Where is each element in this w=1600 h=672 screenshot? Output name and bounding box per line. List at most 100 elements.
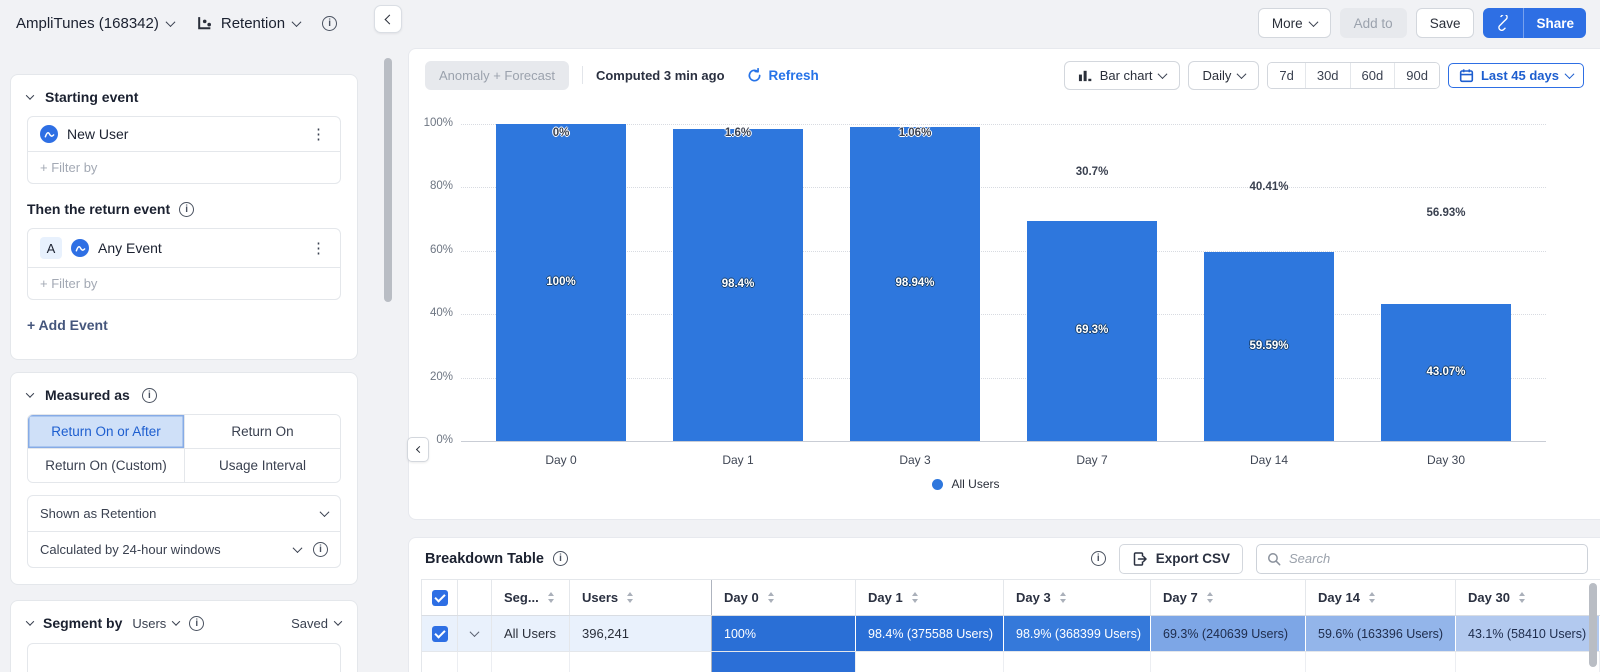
day7-cell[interactable]: 69.3% (240639 Users) <box>1151 616 1306 651</box>
retention-bar-day-14[interactable] <box>1204 252 1334 441</box>
info-icon[interactable] <box>313 542 328 557</box>
copy-link-button[interactable] <box>1483 8 1523 38</box>
share-button[interactable]: Share <box>1523 8 1586 38</box>
chevron-down-icon[interactable] <box>25 617 35 626</box>
row-checkbox[interactable] <box>431 625 448 642</box>
starting-event-filter-by[interactable]: + Filter by <box>28 151 340 183</box>
sidebar-scrollbar[interactable] <box>384 58 392 302</box>
kebab-menu-icon[interactable] <box>309 125 328 143</box>
sort-icon[interactable] <box>1059 592 1066 603</box>
top-bar: AmpliTunes (168342) Retention More Add t… <box>0 0 1600 46</box>
save-button[interactable]: Save <box>1415 8 1475 38</box>
sort-icon[interactable] <box>627 592 634 603</box>
search-input[interactable] <box>1289 551 1577 566</box>
info-icon[interactable] <box>552 551 568 566</box>
retention-bar-day-30[interactable] <box>1381 304 1511 441</box>
column-header-users[interactable]: Users <box>570 580 712 615</box>
range-30d[interactable]: 30d <box>1304 62 1350 88</box>
event-letter-badge: A <box>40 237 62 259</box>
sort-icon[interactable] <box>1206 592 1213 603</box>
return-event-filter-by[interactable]: + Filter by <box>28 267 340 299</box>
column-header-segment[interactable]: Seg... <box>492 580 570 615</box>
option-return-on-custom[interactable]: Return On (Custom) <box>28 448 184 482</box>
sort-icon[interactable] <box>547 592 554 603</box>
chart-type-selector[interactable]: Retention <box>196 15 302 32</box>
expand-row-button[interactable] <box>458 616 492 651</box>
day0-cell[interactable] <box>711 652 856 672</box>
export-csv-button[interactable]: Export CSV <box>1118 543 1243 574</box>
chevron-down-icon <box>333 617 343 626</box>
project-name: AmpliTunes (168342) <box>16 14 159 32</box>
info-icon[interactable] <box>189 615 205 631</box>
chevron-down-icon <box>1158 68 1168 79</box>
segment-scope-selector[interactable]: Users <box>132 616 181 631</box>
starting-event-section[interactable]: Starting event <box>25 89 341 105</box>
column-header-day3[interactable]: Day 3 <box>1004 580 1151 615</box>
sort-icon[interactable] <box>911 592 918 603</box>
retention-bar-day-3[interactable] <box>850 127 980 441</box>
churn-value-label: 1.6% <box>724 127 752 139</box>
retention-bar-day-1[interactable] <box>673 129 803 441</box>
collapse-chart-button[interactable] <box>407 437 429 462</box>
shown-as-selector[interactable]: Shown as Retention <box>28 496 340 531</box>
day3-cell[interactable]: 98.9% (368399 Users) <box>1004 616 1151 651</box>
day14-cell[interactable]: 59.6% (163396 Users) <box>1306 616 1456 651</box>
kebab-menu-icon[interactable] <box>309 239 328 257</box>
interval-selector[interactable]: Daily <box>1188 60 1260 90</box>
anomaly-forecast-button[interactable]: Anomaly + Forecast <box>425 60 569 90</box>
chart-style-selector[interactable]: Bar chart <box>1063 60 1181 90</box>
sort-icon[interactable] <box>1518 592 1525 603</box>
column-header-day1[interactable]: Day 1 <box>856 580 1004 615</box>
project-selector[interactable]: AmpliTunes (168342) <box>16 14 176 32</box>
retention-bar-day-7[interactable] <box>1027 221 1157 441</box>
chevron-down-icon <box>1308 16 1319 27</box>
day1-cell[interactable]: 98.4% (375588 Users) <box>856 616 1004 651</box>
day30-cell[interactable]: 43.1% (58410 Users) <box>1456 616 1600 651</box>
legend-label: All Users <box>951 477 1000 491</box>
column-header-day0[interactable]: Day 0 <box>711 580 856 615</box>
return-event-box: A Any Event + Filter by <box>27 228 341 300</box>
collapse-panel-button[interactable] <box>374 5 402 33</box>
calculated-by-selector[interactable]: Calculated by 24-hour windows <box>28 531 340 567</box>
gridline <box>461 187 1546 188</box>
add-to-button[interactable]: Add to <box>1339 8 1407 38</box>
return-event-row[interactable]: A Any Event <box>28 229 340 267</box>
info-icon[interactable] <box>179 201 195 217</box>
column-header-day30[interactable]: Day 30 <box>1456 580 1600 615</box>
option-return-on[interactable]: Return On <box>184 415 340 448</box>
more-button[interactable]: More <box>1257 8 1331 38</box>
option-return-on-or-after[interactable]: Return On or After <box>28 415 184 448</box>
event-icon <box>71 239 89 257</box>
table-row-partial[interactable] <box>421 652 1600 672</box>
table-scrollbar[interactable] <box>1589 583 1597 667</box>
refresh-button[interactable]: Refresh <box>747 67 819 83</box>
column-header-day14[interactable]: Day 14 <box>1306 580 1456 615</box>
gridline <box>461 314 1546 315</box>
saved-segments-selector[interactable]: Saved <box>291 616 343 631</box>
sort-icon[interactable] <box>767 592 774 603</box>
churn-value-label: 1.06% <box>898 127 932 139</box>
breakdown-table: Seg... Users Day 0 Day 1 Day 3 Day 7 Day… <box>409 579 1600 672</box>
gridline <box>461 124 1546 125</box>
retention-bar-day-0[interactable] <box>496 124 626 441</box>
segment-box[interactable] <box>27 643 341 672</box>
churn-value-label: 30.7% <box>1075 166 1109 178</box>
measured-as-section[interactable]: Measured as <box>25 387 341 403</box>
info-icon[interactable] <box>1090 551 1106 566</box>
range-90d[interactable]: 90d <box>1394 62 1439 88</box>
column-header-day7[interactable]: Day 7 <box>1151 580 1306 615</box>
chevron-down-icon <box>25 389 35 398</box>
select-all-checkbox[interactable] <box>431 589 448 606</box>
table-row[interactable]: All Users 396,241 100% 98.4% (375588 Use… <box>421 616 1600 652</box>
range-60d[interactable]: 60d <box>1349 62 1395 88</box>
info-icon[interactable] <box>322 15 338 31</box>
add-event-button[interactable]: + Add Event <box>27 317 108 333</box>
option-usage-interval[interactable]: Usage Interval <box>184 448 340 482</box>
day0-cell[interactable]: 100% <box>711 616 856 651</box>
starting-event-row[interactable]: New User <box>28 117 340 151</box>
chart-legend[interactable]: All Users <box>461 477 1471 491</box>
date-range-picker[interactable]: Last 45 days <box>1447 62 1584 88</box>
range-7d[interactable]: 7d <box>1268 62 1305 88</box>
info-icon[interactable] <box>141 387 157 403</box>
sort-icon[interactable] <box>1368 592 1375 603</box>
